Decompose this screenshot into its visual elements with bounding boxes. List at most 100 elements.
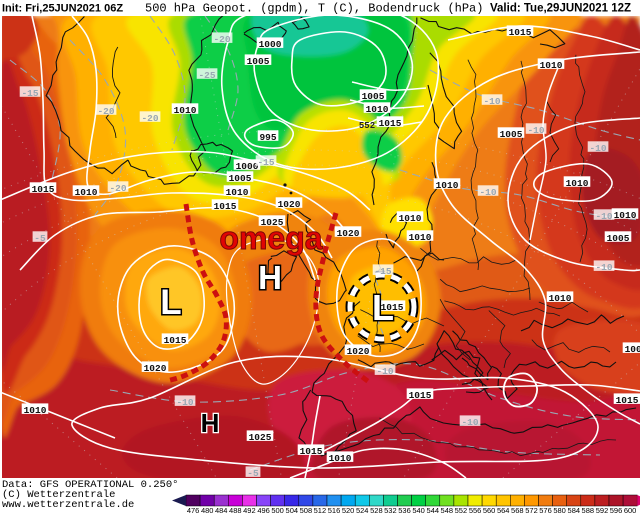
- svg-text:-10: -10: [595, 211, 612, 222]
- svg-text:1010: 1010: [75, 187, 98, 198]
- svg-text:1010: 1010: [226, 187, 249, 198]
- svg-text:588: 588: [582, 506, 595, 515]
- svg-text:1010: 1010: [24, 405, 47, 416]
- svg-text:1005: 1005: [625, 344, 640, 355]
- svg-text:512: 512: [314, 506, 327, 515]
- svg-text:1010: 1010: [409, 232, 432, 243]
- svg-text:-10: -10: [461, 417, 478, 428]
- svg-text:-10: -10: [589, 143, 606, 154]
- svg-text:540: 540: [412, 506, 425, 515]
- svg-text:-5: -5: [34, 233, 46, 244]
- svg-text:-20: -20: [109, 183, 126, 194]
- svg-text:-10: -10: [479, 187, 496, 198]
- svg-text:596: 596: [610, 506, 623, 515]
- svg-text:H: H: [258, 259, 282, 296]
- svg-text:500 hPa Geopot. (gpdm), T (C),: 500 hPa Geopot. (gpdm), T (C), Bodendruc…: [145, 2, 483, 16]
- svg-text:496: 496: [257, 506, 270, 515]
- svg-text:600: 600: [624, 506, 637, 515]
- svg-text:1015: 1015: [214, 201, 237, 212]
- svg-text:1010: 1010: [329, 453, 352, 464]
- svg-text:-25: -25: [198, 70, 215, 81]
- svg-text:480: 480: [201, 506, 214, 515]
- svg-text:Init: Fri,25JUN2021 06Z: Init: Fri,25JUN2021 06Z: [2, 3, 123, 15]
- svg-text:-5: -5: [247, 468, 259, 479]
- svg-text:1015: 1015: [509, 27, 532, 38]
- svg-text:572: 572: [525, 506, 538, 515]
- svg-text:-10: -10: [176, 397, 193, 408]
- svg-text:-10: -10: [376, 366, 393, 377]
- svg-text:1020: 1020: [144, 363, 167, 374]
- svg-text:1015: 1015: [300, 446, 323, 457]
- svg-text:544: 544: [427, 506, 440, 515]
- svg-text:-20: -20: [213, 34, 230, 45]
- svg-text:1010: 1010: [366, 104, 389, 115]
- svg-text:564: 564: [497, 506, 510, 515]
- svg-text:576: 576: [539, 506, 552, 515]
- svg-text:-15: -15: [374, 266, 391, 277]
- svg-text:1005: 1005: [247, 56, 270, 67]
- svg-text:528: 528: [370, 506, 383, 515]
- svg-text:L: L: [160, 283, 181, 322]
- svg-text:504: 504: [286, 506, 299, 515]
- svg-text:1005: 1005: [229, 173, 252, 184]
- svg-text:1010: 1010: [174, 105, 197, 116]
- svg-text:584: 584: [568, 506, 581, 515]
- svg-text:1015: 1015: [379, 118, 402, 129]
- svg-text:-20: -20: [97, 106, 114, 117]
- svg-text:552: 552: [455, 506, 468, 515]
- svg-text:-15: -15: [257, 157, 274, 168]
- svg-text:592: 592: [596, 506, 609, 515]
- svg-text:1010: 1010: [436, 180, 459, 191]
- svg-text:1015: 1015: [616, 395, 639, 406]
- svg-text:1010: 1010: [540, 60, 563, 71]
- svg-text:omega: omega: [219, 220, 322, 256]
- svg-text:1010: 1010: [399, 213, 422, 224]
- svg-text:1010: 1010: [549, 293, 572, 304]
- svg-text:-15: -15: [21, 88, 38, 99]
- svg-text:1015: 1015: [164, 335, 187, 346]
- svg-text:1015: 1015: [381, 302, 404, 313]
- svg-text:H: H: [201, 408, 220, 438]
- svg-text:492: 492: [243, 506, 256, 515]
- svg-text:-10: -10: [595, 262, 612, 273]
- svg-text:1020: 1020: [278, 199, 301, 210]
- svg-text:Valid: Tue,29JUN2021 12Z: Valid: Tue,29JUN2021 12Z: [490, 3, 631, 15]
- svg-text:1020: 1020: [347, 346, 370, 357]
- svg-text:536: 536: [398, 506, 411, 515]
- svg-text:1000: 1000: [259, 39, 282, 50]
- svg-text:1020: 1020: [337, 228, 360, 239]
- svg-text:484: 484: [215, 506, 228, 515]
- svg-text:552: 552: [359, 121, 375, 131]
- svg-text:488: 488: [229, 506, 242, 515]
- svg-text:1005: 1005: [362, 91, 385, 102]
- svg-text:-20: -20: [141, 113, 158, 124]
- svg-text:532: 532: [384, 506, 397, 515]
- svg-text:1010: 1010: [566, 178, 589, 189]
- svg-text:Data: GFS OPERATIONAL 0.250°: Data: GFS OPERATIONAL 0.250°: [2, 479, 178, 491]
- svg-text:1010: 1010: [614, 210, 637, 221]
- svg-text:L: L: [372, 287, 394, 328]
- svg-text:556: 556: [469, 506, 482, 515]
- svg-text:476: 476: [187, 506, 200, 515]
- svg-text:1025: 1025: [249, 432, 272, 443]
- svg-text:516: 516: [328, 506, 341, 515]
- svg-text:520: 520: [342, 506, 355, 515]
- svg-text:1005: 1005: [500, 129, 523, 140]
- svg-text:580: 580: [553, 506, 566, 515]
- svg-text:560: 560: [483, 506, 496, 515]
- svg-text:(C) Wetterzentrale: (C) Wetterzentrale: [2, 489, 115, 501]
- svg-text:1015: 1015: [409, 390, 432, 401]
- svg-text:524: 524: [356, 506, 369, 515]
- svg-text:1000: 1000: [236, 161, 259, 172]
- svg-text:1005: 1005: [607, 233, 630, 244]
- svg-text:568: 568: [511, 506, 524, 515]
- svg-text:-10: -10: [527, 125, 544, 136]
- svg-text:500: 500: [271, 506, 284, 515]
- svg-text:995: 995: [259, 132, 276, 143]
- svg-text:1025: 1025: [261, 217, 284, 228]
- svg-text:1015: 1015: [32, 184, 55, 195]
- svg-text:www.wetterzentrale.de: www.wetterzentrale.de: [2, 499, 134, 511]
- svg-text:508: 508: [300, 506, 313, 515]
- svg-text:-10: -10: [483, 96, 500, 107]
- svg-text:548: 548: [441, 506, 454, 515]
